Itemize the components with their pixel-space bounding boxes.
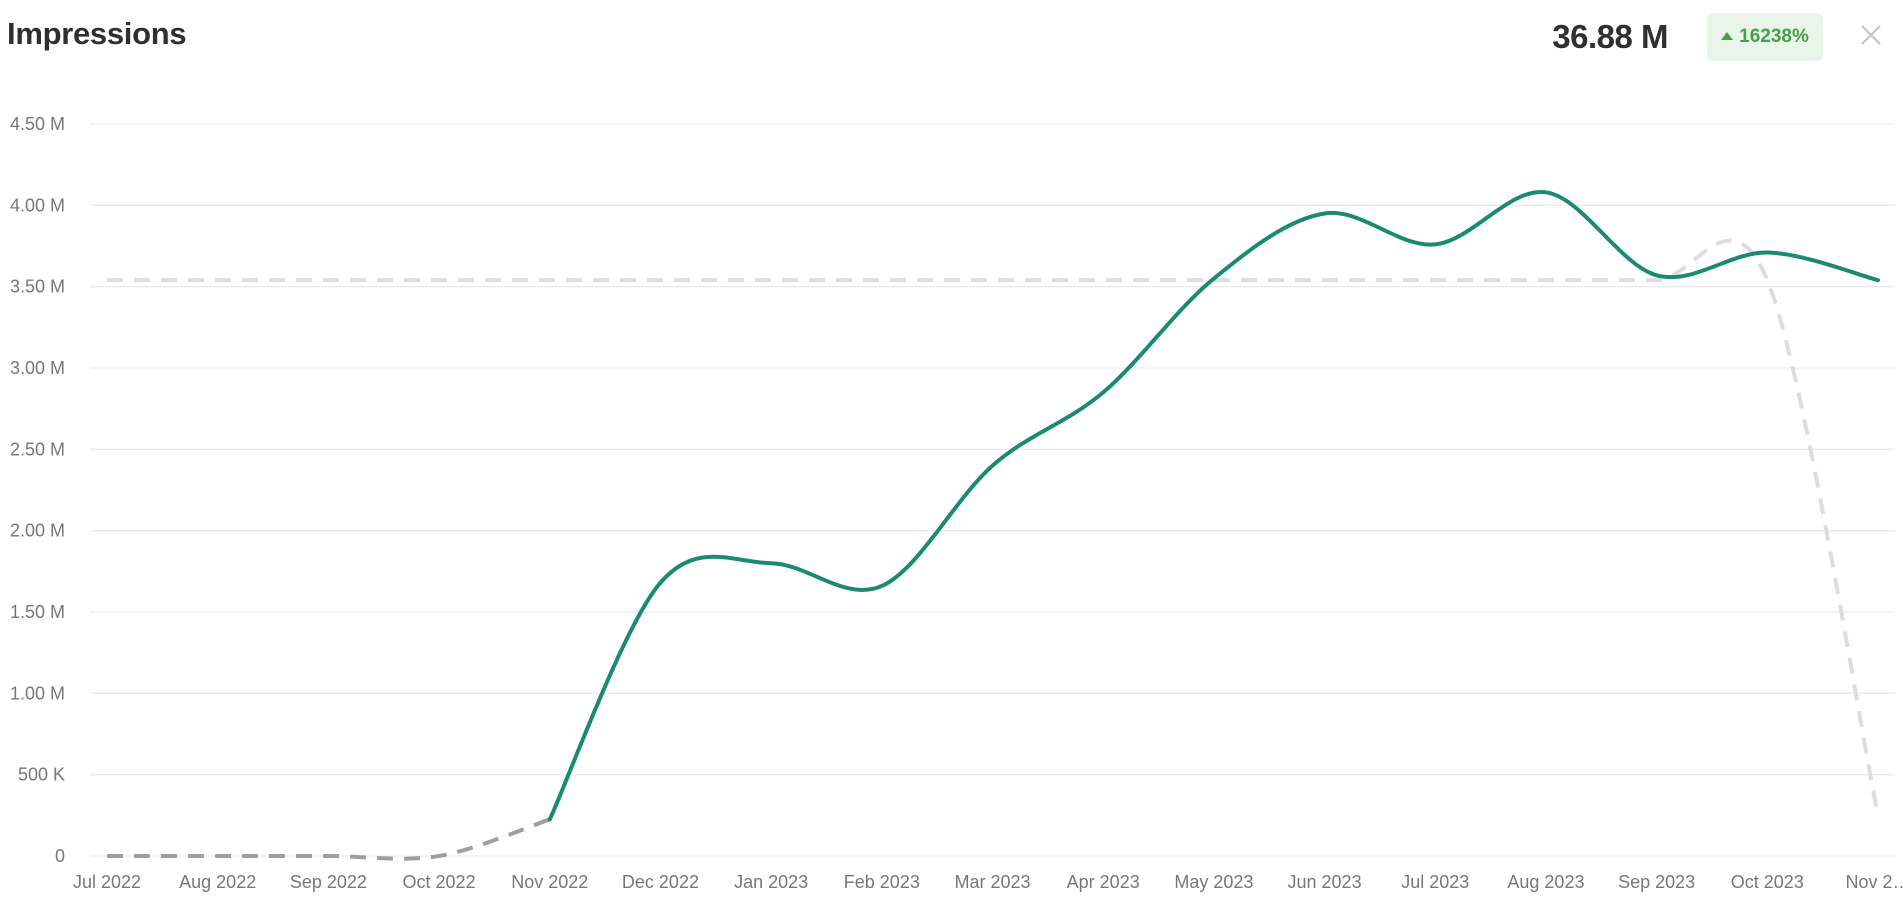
- change-badge: 16238%: [1707, 13, 1823, 61]
- y-tick-label: 1.50 M: [10, 602, 65, 622]
- current-period-line: [547, 190, 1880, 822]
- y-tick-label: 500 K: [18, 765, 65, 785]
- y-tick-label: 3.50 M: [10, 277, 65, 297]
- y-tick-label: 2.00 M: [10, 521, 65, 541]
- x-tick-label: Nov 2022: [511, 872, 588, 892]
- y-tick-label: 2.50 M: [10, 439, 65, 459]
- x-tick-label: Aug 2022: [179, 872, 256, 892]
- x-tick-label: Nov 2…: [1845, 872, 1903, 892]
- x-tick-label: Oct 2023: [1731, 872, 1804, 892]
- y-tick-label: 0: [55, 846, 65, 866]
- x-tick-label: Mar 2023: [954, 872, 1030, 892]
- x-axis-ticks: Jul 2022 Aug 2022 Sep 2022 Oct 2022 Nov 2022…: [73, 872, 1903, 892]
- y-tick-label: 4.00 M: [10, 195, 65, 215]
- total-value: 36.88 M: [1552, 18, 1668, 55]
- y-tick-label: 4.50 M: [10, 114, 65, 134]
- benchmark-line: [107, 238, 1880, 816]
- x-tick-label: Jun 2023: [1288, 872, 1362, 892]
- x-tick-label: Jul 2023: [1401, 872, 1469, 892]
- grid-lines: [90, 123, 1895, 857]
- change-value: 16238%: [1739, 26, 1809, 47]
- x-tick-label: Sep 2022: [290, 872, 367, 892]
- previous-period-line: [107, 817, 551, 861]
- close-icon[interactable]: [1860, 24, 1882, 46]
- x-tick-label: Jan 2023: [734, 872, 808, 892]
- x-tick-label: Sep 2023: [1618, 872, 1695, 892]
- x-tick-label: Oct 2022: [403, 872, 476, 892]
- x-tick-label: May 2023: [1174, 872, 1253, 892]
- triangle-up-icon: [1721, 31, 1734, 40]
- x-tick-label: Aug 2023: [1507, 872, 1584, 892]
- x-tick-label: Feb 2023: [844, 872, 920, 892]
- x-tick-label: Jul 2022: [73, 872, 141, 892]
- y-tick-label: 1.00 M: [10, 683, 65, 703]
- x-tick-label: Dec 2022: [622, 872, 699, 892]
- y-tick-label: 3.00 M: [10, 358, 65, 378]
- x-tick-label: Apr 2023: [1067, 872, 1140, 892]
- y-axis-ticks: 0 500 K 1.00 M 1.50 M 2.00 M 2.50 M 3.00 M 3.50…: [10, 114, 65, 866]
- series-lines: [107, 190, 1880, 861]
- chart-title: Impressions: [7, 16, 187, 51]
